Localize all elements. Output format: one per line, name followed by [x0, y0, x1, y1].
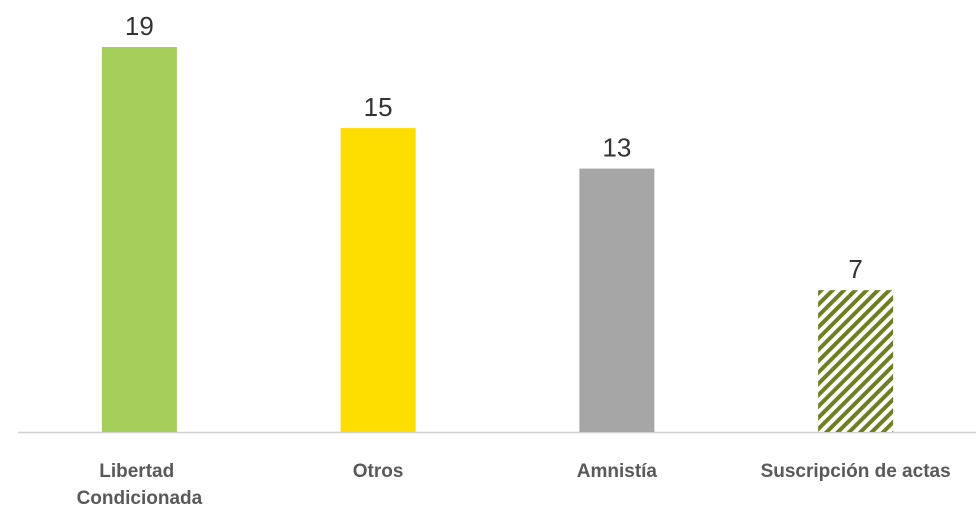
- x-tick-label: Suscripción de actas: [761, 461, 951, 482]
- value-label: 15: [364, 92, 393, 122]
- label-line: Otros: [353, 461, 404, 482]
- bar: [101, 47, 177, 433]
- bar: [818, 290, 894, 432]
- value-label: 19: [125, 11, 154, 41]
- label-line: Suscripción de actas: [761, 461, 951, 482]
- x-tick-label: Libertad Condicionada: [77, 461, 203, 509]
- label-line: Condicionada: [77, 488, 203, 509]
- label-line: Amnistía: [577, 461, 658, 482]
- x-tick-label: Otros: [353, 461, 404, 482]
- value-label: 13: [602, 133, 631, 163]
- label-line: Libertad: [99, 461, 179, 482]
- value-label: 7: [848, 254, 862, 284]
- bar: [340, 128, 416, 433]
- bar: [579, 168, 655, 432]
- x-tick-label: Amnistía: [577, 461, 658, 482]
